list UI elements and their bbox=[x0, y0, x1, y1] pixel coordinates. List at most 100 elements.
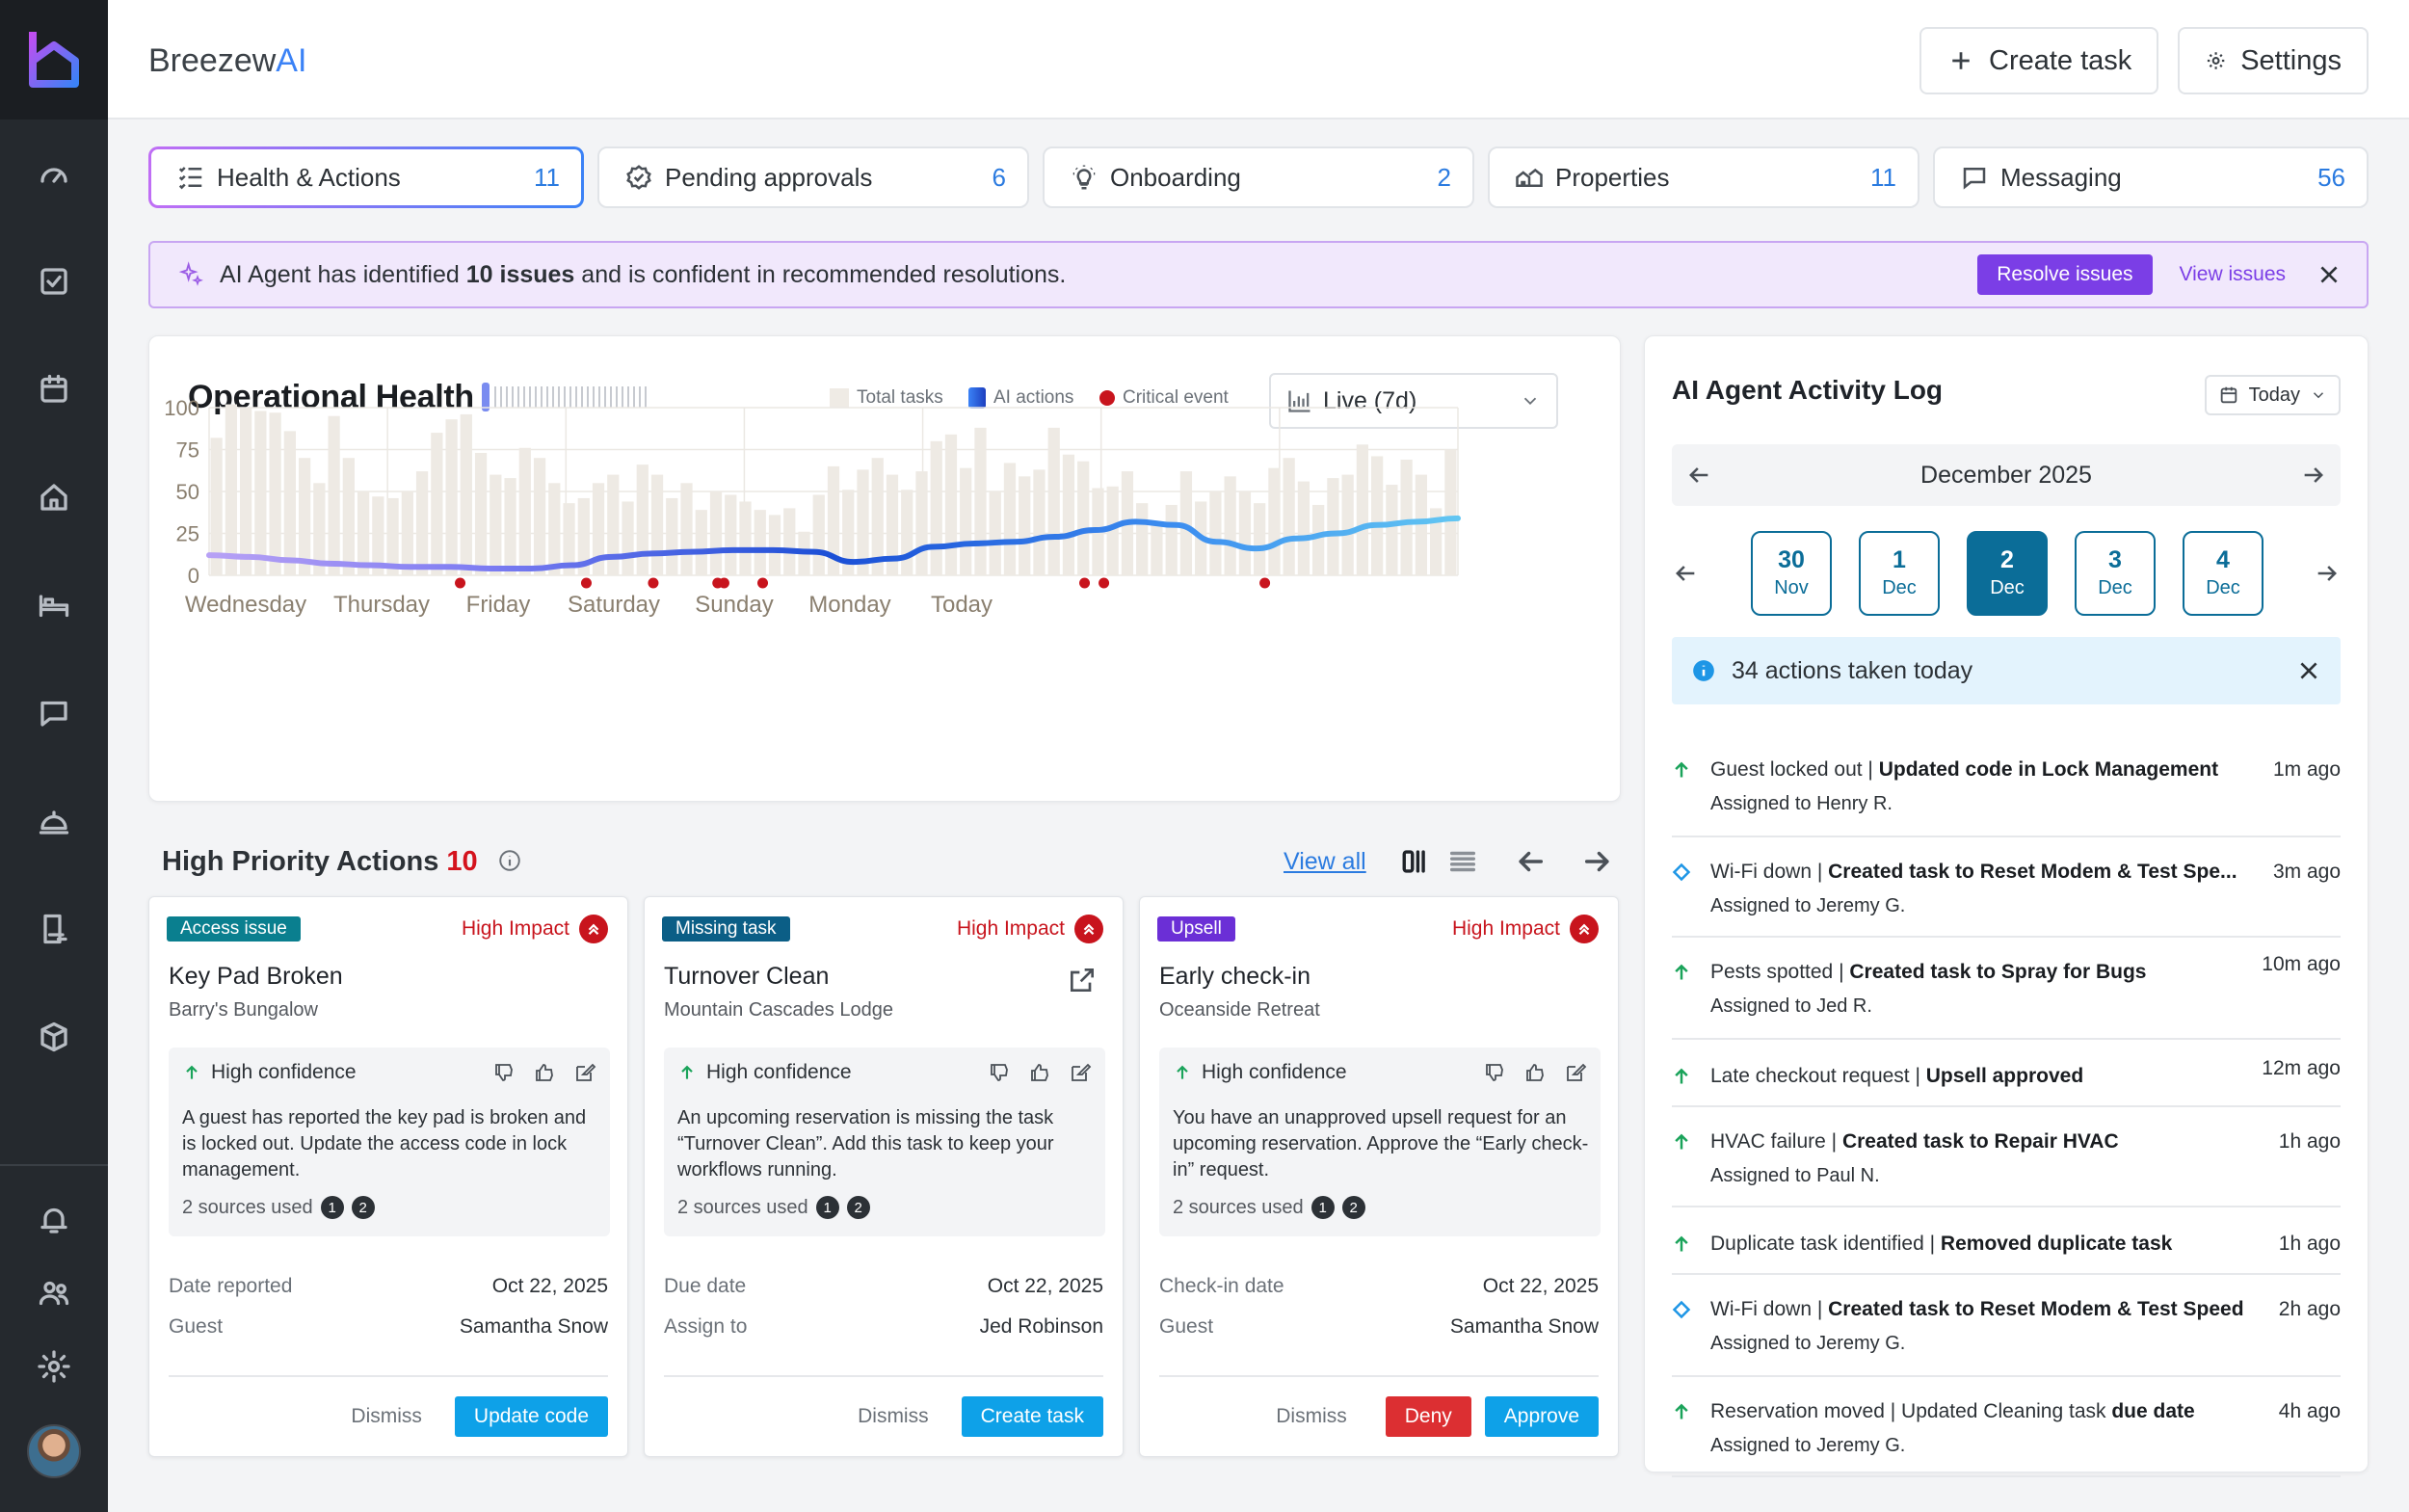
source-2-badge[interactable]: 2 bbox=[846, 1196, 870, 1219]
day-button-selected[interactable]: 2 Dec bbox=[1967, 531, 2048, 616]
total-tasks-bar bbox=[1430, 508, 1443, 575]
resolve-issues-button[interactable]: Resolve issues bbox=[1977, 254, 2153, 295]
date-filter[interactable]: Today bbox=[2204, 375, 2341, 415]
create-task-card-button[interactable]: Create task bbox=[961, 1396, 1103, 1437]
edit-icon[interactable] bbox=[573, 1061, 596, 1084]
service-bell-icon[interactable] bbox=[35, 802, 73, 840]
close-icon[interactable] bbox=[2316, 262, 2342, 287]
tasks-icon[interactable] bbox=[35, 262, 73, 301]
day-button[interactable]: 30 Nov bbox=[1751, 531, 1832, 616]
x-tick-label: Thursday bbox=[333, 592, 430, 618]
activity-item[interactable]: HVAC failure | Created task to Repair HV… bbox=[1672, 1107, 2341, 1207]
dismiss-button[interactable]: Dismiss bbox=[351, 1405, 422, 1427]
day-number: 2 bbox=[2000, 546, 2014, 573]
gear-icon[interactable] bbox=[35, 1347, 73, 1386]
brand-suffix: AI bbox=[276, 42, 307, 79]
list-view-toggle[interactable] bbox=[1442, 840, 1484, 883]
tab-count: 56 bbox=[2317, 162, 2345, 192]
source-1-badge[interactable]: 1 bbox=[1310, 1196, 1335, 1219]
total-tasks-bar bbox=[357, 491, 370, 575]
close-icon[interactable] bbox=[2296, 658, 2321, 683]
edit-icon[interactable] bbox=[1069, 1061, 1092, 1084]
package-icon[interactable] bbox=[35, 1018, 73, 1056]
arrow-right-icon[interactable] bbox=[2314, 560, 2341, 587]
activity-item[interactable]: Late checkout request | Upsell approved 1… bbox=[1672, 1040, 2341, 1107]
avatar[interactable] bbox=[27, 1424, 81, 1478]
activity-item[interactable]: Wi-Fi down | Created task to Reset Modem… bbox=[1672, 1275, 2341, 1377]
total-tasks-bar bbox=[827, 465, 840, 575]
tab-messaging[interactable]: Messaging 56 bbox=[1933, 146, 2369, 208]
activity-event: Wi-Fi down | bbox=[1710, 1298, 1829, 1320]
x-tick-label: Today bbox=[931, 592, 993, 618]
day-button[interactable]: 3 Dec bbox=[2075, 531, 2156, 616]
info-icon[interactable] bbox=[497, 848, 522, 873]
source-1-badge[interactable]: 1 bbox=[320, 1196, 344, 1219]
gear-icon bbox=[2207, 52, 2225, 69]
thumbs-down-icon[interactable] bbox=[1483, 1061, 1506, 1084]
dashboard-icon[interactable] bbox=[35, 156, 73, 195]
bed-icon[interactable] bbox=[35, 586, 73, 624]
previous-arrow[interactable] bbox=[1509, 840, 1551, 883]
thumbs-up-icon[interactable] bbox=[1523, 1061, 1547, 1084]
day-button[interactable]: 1 Dec bbox=[1859, 531, 1940, 616]
day-button[interactable]: 4 Dec bbox=[2183, 531, 2263, 616]
source-2-badge[interactable]: 2 bbox=[1341, 1196, 1365, 1219]
y-tick-label: 75 bbox=[176, 438, 199, 463]
view-all-link[interactable]: View all bbox=[1284, 848, 1366, 875]
diamond-icon bbox=[1672, 1300, 1691, 1319]
total-tasks-bar bbox=[592, 483, 605, 575]
health-list-icon bbox=[178, 167, 202, 190]
source-2-badge[interactable]: 2 bbox=[351, 1196, 375, 1219]
source-1-badge[interactable]: 1 bbox=[815, 1196, 839, 1219]
activity-item[interactable]: Pests spotted | Created task to Spray fo… bbox=[1672, 938, 2341, 1040]
card-title: Key Pad Broken bbox=[169, 963, 343, 990]
chevrons-up-icon bbox=[579, 915, 608, 943]
dismiss-button[interactable]: Dismiss bbox=[858, 1405, 929, 1427]
create-task-button[interactable]: Create task bbox=[1919, 27, 2159, 94]
update-code-button[interactable]: Update code bbox=[454, 1396, 608, 1437]
recommendation-text: A guest has reported the key pad is brok… bbox=[182, 1107, 587, 1180]
settings-button[interactable]: Settings bbox=[2178, 27, 2369, 94]
chat-icon[interactable] bbox=[35, 694, 73, 732]
next-arrow[interactable] bbox=[1576, 840, 1619, 883]
range-select[interactable]: Live (7d) bbox=[1269, 373, 1558, 429]
tab-onboarding[interactable]: Onboarding 2 bbox=[1043, 146, 1474, 208]
view-issues-link[interactable]: View issues bbox=[2179, 263, 2287, 285]
card-view-toggle[interactable] bbox=[1395, 840, 1438, 883]
activity-item[interactable]: Reservation moved | Updated Cleaning tas… bbox=[1672, 1377, 2341, 1477]
external-link-icon[interactable] bbox=[1067, 965, 1098, 995]
approve-button[interactable]: Approve bbox=[1484, 1396, 1599, 1437]
arrow-right-icon[interactable] bbox=[2300, 462, 2327, 489]
activity-text: Late checkout request | Upsell approved bbox=[1710, 1065, 2250, 1088]
category-tag: Missing task bbox=[662, 916, 790, 942]
activity-item[interactable]: Guest locked out | Updated code in Lock … bbox=[1672, 735, 2341, 837]
total-tasks-bar bbox=[960, 467, 972, 575]
thumbs-down-icon[interactable] bbox=[988, 1061, 1011, 1084]
checklist-icon[interactable] bbox=[35, 910, 73, 948]
users-icon[interactable] bbox=[35, 1274, 73, 1313]
activity-item[interactable]: Duplicate task identified | Removed dupl… bbox=[1672, 1207, 2341, 1275]
home-icon[interactable] bbox=[35, 478, 73, 517]
range-select-value: Live (7d) bbox=[1323, 386, 1417, 414]
thumbs-up-icon[interactable] bbox=[533, 1061, 556, 1084]
brand-logo[interactable] bbox=[0, 0, 108, 119]
arrow-left-icon[interactable] bbox=[1672, 560, 1699, 587]
activity-item[interactable]: Wi-Fi down | Created task to Reset Modem… bbox=[1672, 837, 2341, 938]
deny-button[interactable]: Deny bbox=[1385, 1396, 1471, 1437]
edit-icon[interactable] bbox=[1564, 1061, 1587, 1084]
tab-pending-approvals[interactable]: Pending approvals 6 bbox=[597, 146, 1029, 208]
tab-health-actions[interactable]: Health & Actions 11 bbox=[148, 146, 584, 208]
calendar-icon[interactable] bbox=[35, 370, 73, 409]
total-tasks-bar bbox=[415, 471, 429, 575]
banner-text-pre: AI Agent has identified bbox=[220, 260, 466, 288]
activity-time: 2h ago bbox=[2278, 1298, 2341, 1320]
bell-icon[interactable] bbox=[35, 1201, 73, 1239]
arrow-left-icon[interactable] bbox=[1685, 462, 1712, 489]
thumbs-up-icon[interactable] bbox=[1028, 1061, 1051, 1084]
total-tasks-bar bbox=[1077, 461, 1090, 575]
tab-properties[interactable]: Properties 11 bbox=[1488, 146, 1919, 208]
action-card: Access issue High Impact Key Pad Broken … bbox=[148, 896, 628, 1457]
brand-name: BreezewAI bbox=[148, 42, 306, 80]
dismiss-button[interactable]: Dismiss bbox=[1276, 1405, 1347, 1427]
thumbs-down-icon[interactable] bbox=[492, 1061, 516, 1084]
